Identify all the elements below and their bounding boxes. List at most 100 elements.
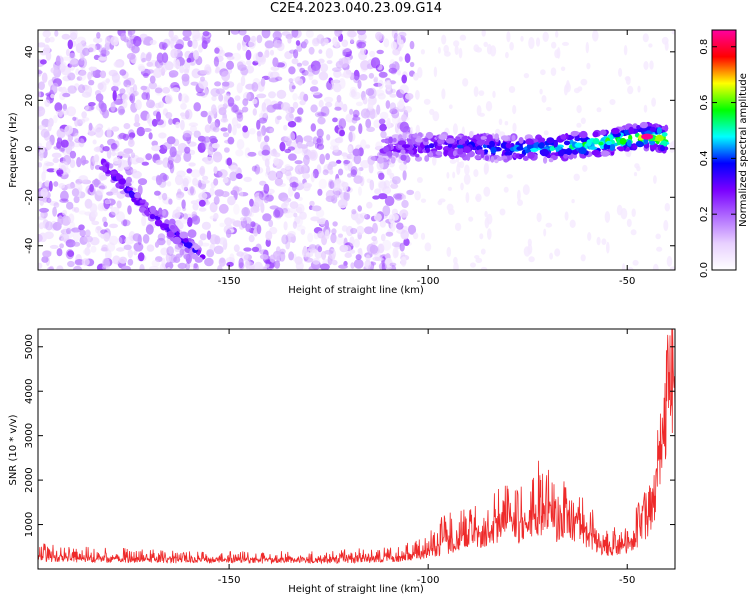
heatmap-cell bbox=[176, 194, 183, 201]
heatmap-cell bbox=[423, 137, 429, 143]
heatmap-cell bbox=[110, 170, 118, 175]
heatmap-cell bbox=[108, 211, 116, 218]
heatmap-cell bbox=[379, 220, 386, 228]
heatmap-cell bbox=[275, 170, 283, 179]
heatmap-cell bbox=[183, 186, 188, 192]
heatmap-cell bbox=[250, 35, 257, 43]
heatmap-cell bbox=[102, 216, 107, 223]
heatmap-cell bbox=[225, 94, 231, 100]
heatmap-cell bbox=[489, 140, 495, 147]
heatmap-cell bbox=[88, 102, 96, 107]
y-tick-label: 20 bbox=[24, 94, 35, 107]
heatmap-cell bbox=[302, 145, 308, 154]
heatmap-cell bbox=[504, 151, 513, 156]
heatmap-cell bbox=[551, 41, 557, 49]
heatmap-cell bbox=[656, 246, 663, 252]
heatmap-cell bbox=[545, 222, 553, 228]
heatmap-cell bbox=[139, 264, 145, 270]
heatmap-cell bbox=[236, 139, 245, 150]
heatmap-cell bbox=[265, 238, 271, 247]
heatmap-cell bbox=[240, 216, 247, 222]
heatmap-cell bbox=[311, 205, 322, 212]
heatmap-cell bbox=[580, 117, 586, 125]
heatmap-cell bbox=[41, 72, 48, 83]
heatmap-cell bbox=[578, 147, 587, 155]
heatmap-cell bbox=[312, 136, 319, 145]
heatmap-cell bbox=[149, 265, 159, 270]
heatmap-cell bbox=[49, 244, 59, 249]
heatmap-cell bbox=[225, 257, 236, 264]
heatmap-cell bbox=[453, 40, 460, 47]
heatmap-cell bbox=[452, 123, 458, 135]
heatmap-cell bbox=[609, 99, 616, 105]
heatmap-cell bbox=[60, 190, 69, 202]
heatmap-cell bbox=[175, 59, 181, 70]
heatmap-cell bbox=[165, 261, 174, 270]
heatmap-cell bbox=[357, 30, 366, 36]
heatmap-cell bbox=[112, 90, 117, 102]
heatmap-cell bbox=[303, 154, 310, 166]
heatmap-cell bbox=[59, 243, 64, 249]
heatmap-cell bbox=[285, 112, 295, 122]
heatmap-cell bbox=[40, 128, 50, 138]
heatmap-cell bbox=[651, 97, 656, 107]
heatmap-cell bbox=[243, 247, 252, 252]
heatmap-cell bbox=[563, 84, 568, 96]
heatmap-cell bbox=[564, 211, 569, 221]
heatmap-cell bbox=[284, 136, 291, 142]
heatmap-cell bbox=[347, 131, 356, 142]
heatmap-cell bbox=[232, 125, 237, 136]
heatmap-cell bbox=[76, 157, 82, 168]
heatmap-cell bbox=[389, 102, 396, 111]
heatmap-cell bbox=[109, 223, 118, 229]
heatmap-cell bbox=[294, 192, 300, 200]
heatmap-cell bbox=[299, 67, 306, 74]
heatmap-cell bbox=[490, 146, 497, 154]
heatmap-cell bbox=[259, 180, 267, 186]
heatmap-cell bbox=[365, 144, 371, 149]
heatmap-cell bbox=[283, 124, 288, 131]
heatmap-cell bbox=[51, 76, 57, 84]
heatmap-cell bbox=[318, 71, 329, 81]
heatmap-cell bbox=[541, 95, 547, 103]
heatmap-cell bbox=[134, 113, 140, 125]
heatmap-cell bbox=[398, 163, 408, 171]
heatmap-cell bbox=[289, 131, 296, 142]
heatmap-cell bbox=[105, 36, 111, 47]
heatmap-cell bbox=[56, 128, 66, 139]
heatmap-cell bbox=[389, 108, 398, 115]
heatmap-cell bbox=[383, 145, 389, 153]
heatmap-cell bbox=[294, 160, 303, 165]
heatmap-cell bbox=[227, 136, 235, 145]
heatmap-cell bbox=[536, 212, 542, 223]
heatmap-cell bbox=[183, 254, 190, 260]
heatmap-cell bbox=[537, 137, 546, 143]
heatmap-cell bbox=[128, 95, 134, 102]
heatmap-cell bbox=[218, 169, 228, 178]
heatmap-cell bbox=[289, 201, 299, 209]
heatmap-cell bbox=[317, 116, 326, 125]
heatmap-cell bbox=[346, 30, 357, 38]
heatmap-cell bbox=[401, 144, 411, 149]
heatmap-cell bbox=[334, 30, 342, 37]
heatmap-cell bbox=[218, 93, 224, 102]
heatmap-cell bbox=[424, 155, 430, 162]
heatmap-cell bbox=[38, 142, 43, 148]
heatmap-cell bbox=[553, 139, 558, 148]
heatmap-cell bbox=[48, 180, 53, 192]
heatmap-cell bbox=[251, 246, 260, 253]
heatmap-cell bbox=[600, 150, 610, 157]
heatmap-cell bbox=[357, 79, 362, 89]
heatmap-cell bbox=[139, 199, 146, 204]
heatmap-cell bbox=[145, 153, 153, 161]
heatmap-cell bbox=[470, 262, 476, 268]
heatmap-cell bbox=[502, 149, 507, 158]
heatmap-cell bbox=[199, 69, 209, 75]
heatmap-cell bbox=[254, 164, 261, 175]
heatmap-cell bbox=[484, 217, 490, 229]
heatmap-cell bbox=[543, 156, 548, 164]
heatmap-cell bbox=[212, 108, 218, 115]
heatmap-cell bbox=[204, 257, 214, 267]
heatmap-cell bbox=[458, 139, 464, 147]
heatmap-cell bbox=[101, 244, 109, 252]
